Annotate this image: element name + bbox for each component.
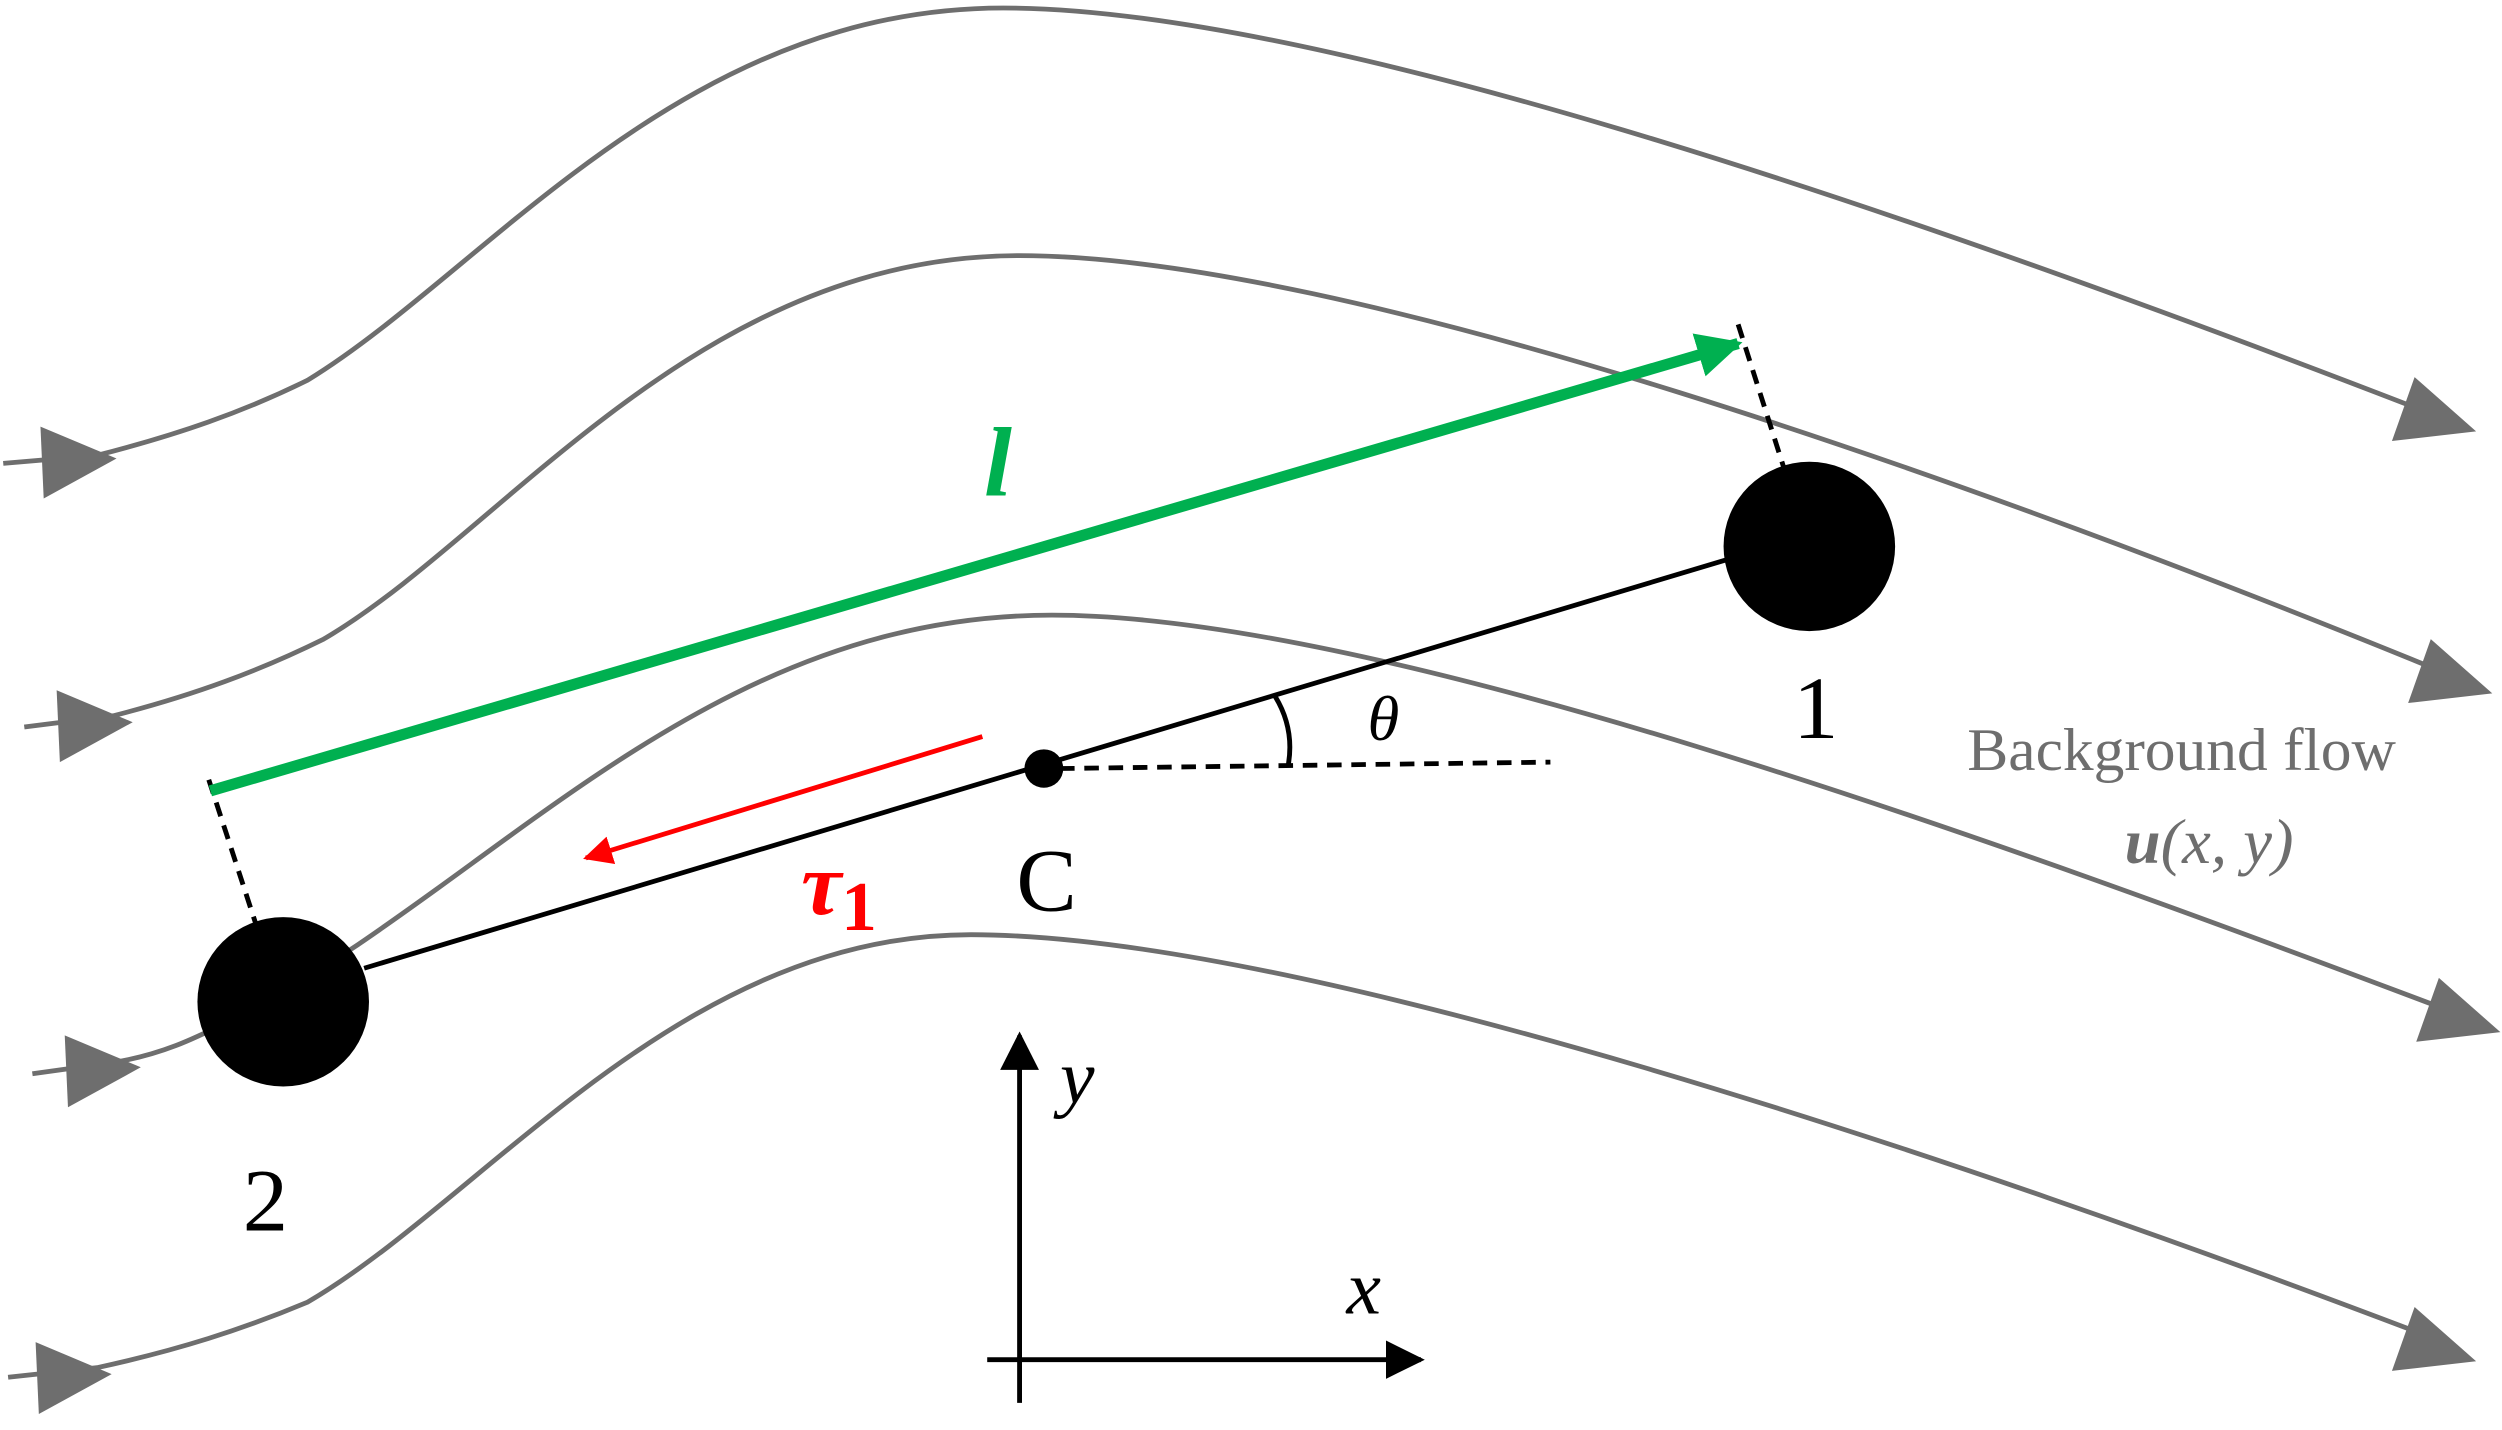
arrowhead: [2408, 639, 2493, 704]
tension-label: τ1: [801, 835, 877, 945]
arrowhead: [35, 1342, 112, 1415]
axis-label: x: [1345, 1245, 1380, 1330]
streamline: [23, 253, 2461, 730]
reference-line: [1060, 759, 1551, 771]
particle: [197, 917, 369, 1087]
angle-arc: [1273, 695, 1293, 766]
streamline: [32, 612, 2469, 1077]
extent-line: [1735, 323, 1786, 468]
streamline: [3, 5, 2445, 466]
angle-label: θ: [1368, 683, 1400, 754]
arrowhead: [56, 690, 133, 763]
arrowhead: [40, 426, 117, 499]
arrowhead: [2391, 377, 2477, 441]
length-label: l: [984, 407, 1012, 517]
arrowhead: [2391, 1306, 2477, 1371]
velocity-symbol: u: [2125, 806, 2161, 877]
particle-label: 1: [1793, 660, 1838, 758]
arrowhead: [64, 1035, 141, 1108]
particle-label: 2: [243, 1152, 288, 1250]
streamlines: [3, 5, 2469, 1380]
particle: [1723, 461, 1896, 632]
tension-subscript: 1: [841, 868, 877, 945]
extent-line: [206, 778, 259, 925]
tension-vector: [583, 734, 984, 865]
stream-arrowheads: [35, 377, 2501, 1415]
flow-label: Background flow: [1967, 717, 2396, 784]
tension-symbol: τ: [801, 835, 844, 933]
velocity-args: (x, y): [2161, 806, 2294, 877]
streamline: [7, 932, 2445, 1380]
velocity-label: u(x, y): [2125, 806, 2294, 877]
arrowhead: [2416, 977, 2501, 1042]
center-point: [1024, 749, 1064, 788]
center-label: C: [1016, 832, 1076, 930]
length-vector: [208, 333, 1743, 797]
axis-label: y: [1053, 1034, 1095, 1119]
